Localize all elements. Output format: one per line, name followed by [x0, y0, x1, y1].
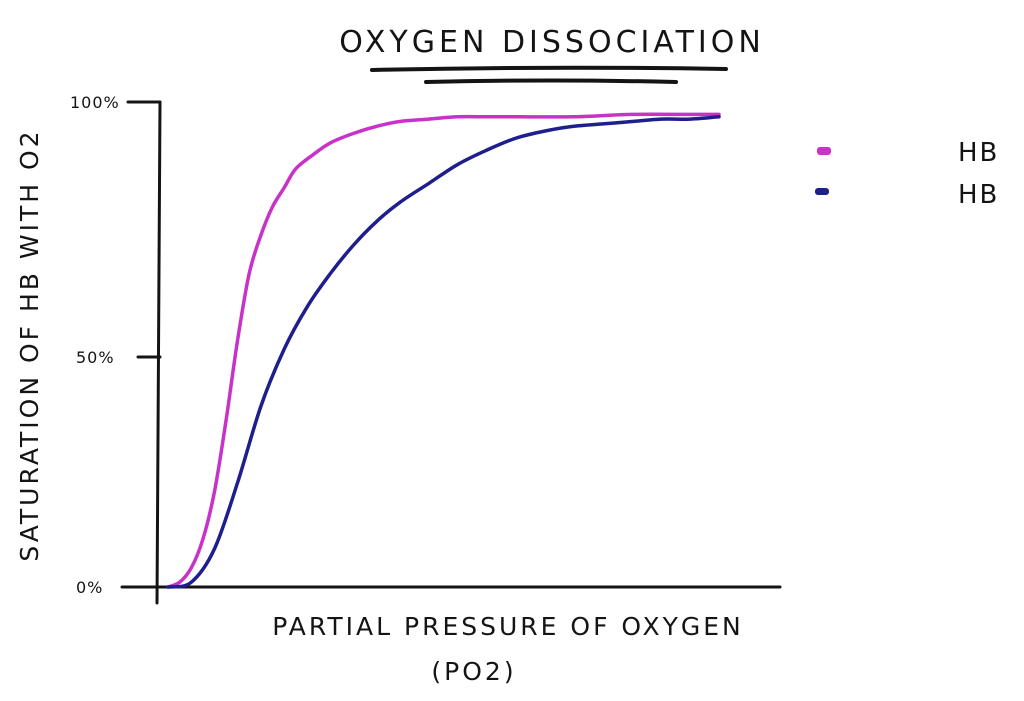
x-axis-label: PARTIAL PRESSURE OF OXYGEN [272, 612, 744, 641]
series-line-hb-2 [166, 115, 721, 589]
y-axis-label: SATURATION OF HB WITH O2 [15, 128, 44, 561]
y-axis-line [155, 100, 162, 605]
chart-title: OXYGEN DISSOCIATION [339, 25, 765, 60]
legend-label-hb-1: HB [958, 138, 999, 168]
legend-label-hb-2: HB [958, 180, 999, 210]
y-tick-label-0: 0% [76, 578, 103, 597]
title-underline-short [424, 78, 678, 84]
x-axis-sublabel: (PO2) [431, 657, 516, 686]
title-underline-long [370, 65, 728, 72]
y-tick-label-100: 100% [70, 93, 120, 112]
y-tick-label-50: 50% [76, 348, 115, 367]
legend: HB HB [815, 138, 999, 210]
legend-swatch-hb-2 [815, 188, 829, 195]
legend-swatch-hb-1 [817, 147, 831, 155]
series-line-hb-1 [166, 112, 721, 589]
